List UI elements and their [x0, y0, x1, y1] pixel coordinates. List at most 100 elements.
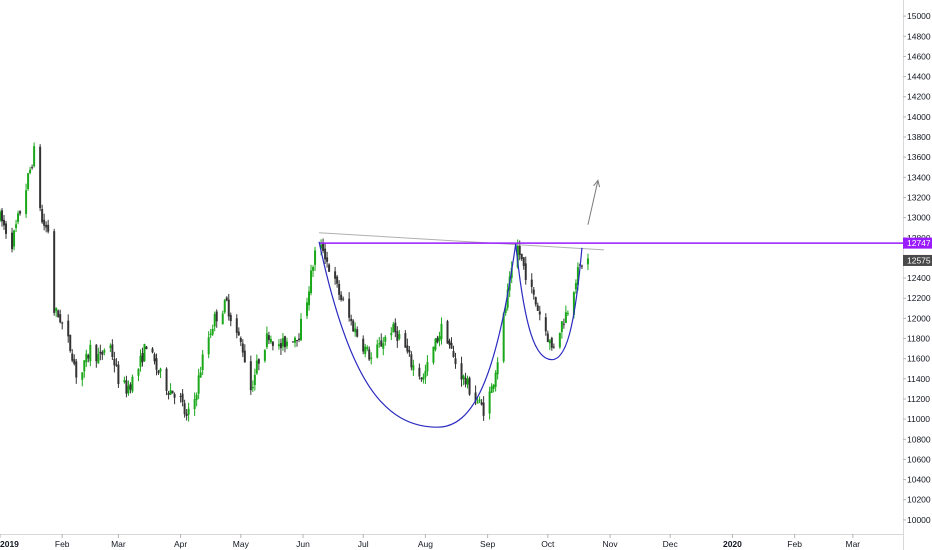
- candle-body: [277, 344, 280, 347]
- candle-body: [492, 384, 495, 389]
- candle-body: [338, 283, 341, 295]
- candle-body: [129, 384, 132, 390]
- candle: [348, 292, 351, 322]
- candle-body: [47, 224, 50, 232]
- price-tick-label: 10600: [907, 454, 931, 464]
- candle-body: [524, 263, 527, 280]
- candle: [151, 347, 154, 354]
- candle-body: [494, 372, 497, 387]
- candle-body: [169, 390, 172, 395]
- last-price-badge-background: [903, 254, 932, 266]
- candle: [143, 343, 146, 362]
- candle: [223, 298, 226, 314]
- candle: [113, 351, 116, 373]
- candle-body: [257, 359, 260, 364]
- candle: [312, 265, 315, 277]
- candle-body: [61, 322, 64, 324]
- candle-body: [434, 338, 437, 350]
- candle: [201, 349, 204, 375]
- level-price-label: 12747: [907, 238, 931, 248]
- candle-body: [378, 343, 381, 345]
- candle: [364, 343, 367, 358]
- candle: [279, 338, 282, 355]
- candle-body: [89, 344, 92, 362]
- candle: [492, 384, 495, 393]
- candle: [574, 279, 577, 294]
- candle-body: [362, 338, 365, 352]
- candle-body: [408, 350, 411, 353]
- candle-body: [382, 343, 385, 349]
- candle-body: [380, 340, 383, 347]
- candle: [239, 336, 242, 347]
- time-tick-label: Dec: [663, 539, 679, 549]
- candle-body: [85, 353, 88, 363]
- candle-body: [562, 323, 565, 325]
- candle-body: [55, 308, 58, 312]
- candle: [404, 330, 407, 348]
- candle: [255, 354, 258, 375]
- candle-body: [235, 318, 238, 333]
- candle: [454, 352, 457, 369]
- candle: [452, 345, 455, 358]
- candle-body: [422, 376, 425, 380]
- candle-body: [366, 347, 369, 350]
- candle-body: [532, 289, 535, 295]
- candle-body: [572, 292, 575, 315]
- candle-body: [83, 360, 86, 372]
- candle: [241, 339, 244, 357]
- candle: [476, 398, 479, 404]
- time-tick-label: Mar: [111, 539, 126, 549]
- price-axis[interactable]: 10000 10200 10400 10600 10800 11000 11200 11400…: [903, 0, 932, 550]
- candle: [207, 331, 210, 359]
- candle-body: [5, 223, 8, 234]
- candle-body: [3, 219, 6, 226]
- candle-body: [181, 393, 184, 403]
- candle: [157, 370, 160, 375]
- candle-body: [251, 386, 254, 389]
- candle: [213, 311, 216, 332]
- trend-line: [319, 232, 605, 251]
- candle: [195, 392, 198, 407]
- candle: [57, 309, 60, 318]
- candle-body: [474, 392, 477, 402]
- candle-body: [396, 331, 399, 341]
- candle: [131, 374, 134, 394]
- breakout-arrow-head: [593, 179, 601, 188]
- candle: [560, 321, 563, 339]
- candle-body: [113, 358, 116, 366]
- price-tick-label: 10400: [907, 475, 931, 485]
- time-axis[interactable]: 2019 Feb Mar Apr May Jun Jul Aug Sep Oct Nov Dec 202…: [0, 534, 903, 549]
- candle-body: [67, 320, 70, 337]
- time-tick-label: May: [233, 539, 250, 549]
- candle-body: [460, 363, 463, 380]
- candle: [69, 334, 72, 353]
- candle: [97, 347, 100, 364]
- candle-body: [558, 332, 561, 348]
- candle-body: [75, 361, 78, 378]
- candle-body: [213, 313, 216, 327]
- candle-body: [364, 346, 367, 355]
- candle: [235, 314, 238, 339]
- candle-body: [300, 318, 302, 341]
- candle: [169, 383, 172, 396]
- candle: [434, 337, 437, 352]
- candle-body: [45, 224, 48, 228]
- candle-body: [29, 169, 32, 173]
- candle-body: [464, 377, 467, 385]
- candle-body: [249, 361, 252, 391]
- candle: [544, 313, 547, 336]
- candle-body: [109, 345, 112, 348]
- candle-body: [227, 299, 230, 317]
- candle-body: [450, 342, 453, 349]
- candle: [159, 367, 162, 378]
- candle-body: [165, 368, 168, 391]
- candle: [33, 142, 36, 168]
- price-tick-label: 13000: [907, 213, 931, 223]
- candle: [19, 210, 22, 216]
- candle: [340, 291, 343, 302]
- candle: [125, 375, 128, 398]
- candle: [418, 363, 421, 380]
- candle-body: [522, 257, 525, 266]
- cup-arc: [318, 241, 517, 428]
